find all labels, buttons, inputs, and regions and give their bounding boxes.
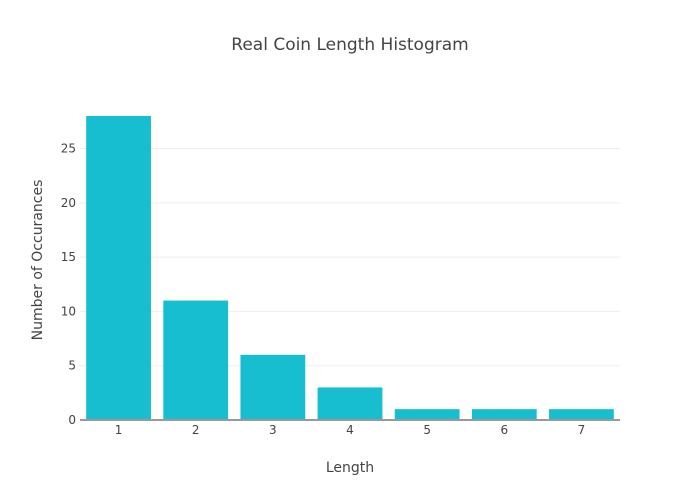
x-tick-label: 1 — [115, 423, 123, 437]
y-tick-labels: 0 5 10 15 20 25 — [61, 142, 76, 427]
y-tick-label: 5 — [68, 359, 76, 373]
bar-5 — [394, 409, 460, 420]
x-tick-label: 4 — [346, 423, 354, 437]
bar-1 — [86, 115, 151, 420]
y-tick-label: 25 — [61, 142, 76, 156]
y-tick-label: 15 — [61, 250, 76, 264]
y-tick-label: 10 — [61, 304, 76, 318]
gridlines — [80, 148, 620, 367]
bar-4 — [317, 387, 383, 420]
bar-6 — [471, 409, 537, 420]
x-tick-labels: 1 2 3 4 5 6 7 — [115, 423, 585, 437]
bar-7 — [549, 409, 614, 420]
y-tick-label: 20 — [61, 196, 76, 210]
x-tick-label: 2 — [192, 423, 200, 437]
y-axis-title: Number of Occurances — [30, 180, 46, 341]
bar-2 — [163, 300, 229, 420]
x-tick-label: 5 — [423, 423, 431, 437]
y-tick-label: 0 — [68, 413, 76, 427]
x-axis-title: Length — [326, 460, 374, 476]
bar-3 — [240, 354, 306, 420]
x-tick-label: 7 — [578, 423, 586, 437]
x-tick-label: 3 — [269, 423, 277, 437]
x-tick-label: 6 — [500, 423, 508, 437]
bars — [86, 115, 614, 420]
chart-title: Real Coin Length Histogram — [231, 35, 468, 55]
